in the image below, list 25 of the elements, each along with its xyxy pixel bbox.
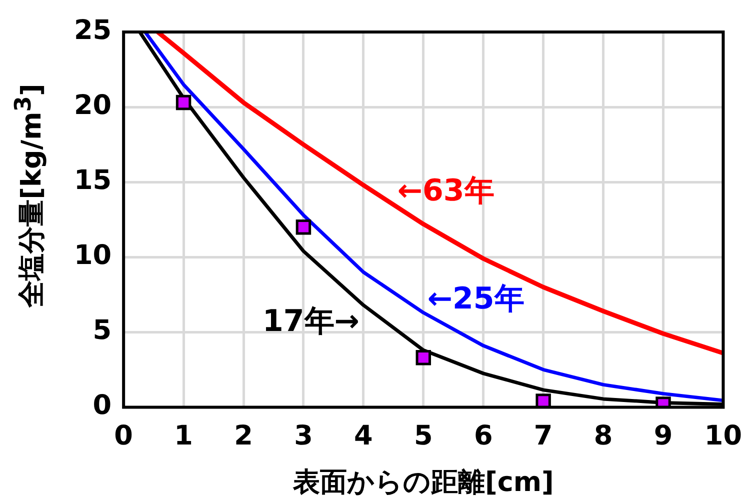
x-tick-label: 10: [704, 420, 742, 452]
y-tick-label: 25: [74, 15, 112, 46]
x-tick-label: 7: [534, 420, 553, 452]
y-tick-label: 0: [92, 390, 112, 422]
y-tick-label: 10: [74, 240, 112, 272]
x-tick-label: 6: [474, 420, 493, 452]
x-tick-label: 4: [354, 420, 373, 452]
x-tick-label: 5: [414, 420, 433, 452]
annotation: ←25年: [427, 281, 524, 316]
x-tick-label: 9: [654, 420, 673, 452]
x-axis-title: 表面からの距離[cm]: [292, 466, 554, 498]
point: [416, 350, 432, 366]
y-tick-label: 5: [92, 315, 112, 346]
point: [536, 394, 551, 408]
y-tick-label: 20: [74, 90, 112, 122]
annotation: 17年→: [262, 304, 360, 339]
x-tick-label: 0: [114, 420, 133, 452]
annotation: ←63年: [397, 173, 494, 208]
x-tick-label: 1: [174, 420, 193, 452]
x-tick-label: 2: [234, 420, 253, 452]
point: [176, 94, 192, 110]
point: [296, 219, 312, 235]
x-tick-label: 3: [294, 420, 313, 452]
x-tick-label: 8: [594, 420, 613, 452]
y-tick-label: 15: [74, 165, 112, 196]
